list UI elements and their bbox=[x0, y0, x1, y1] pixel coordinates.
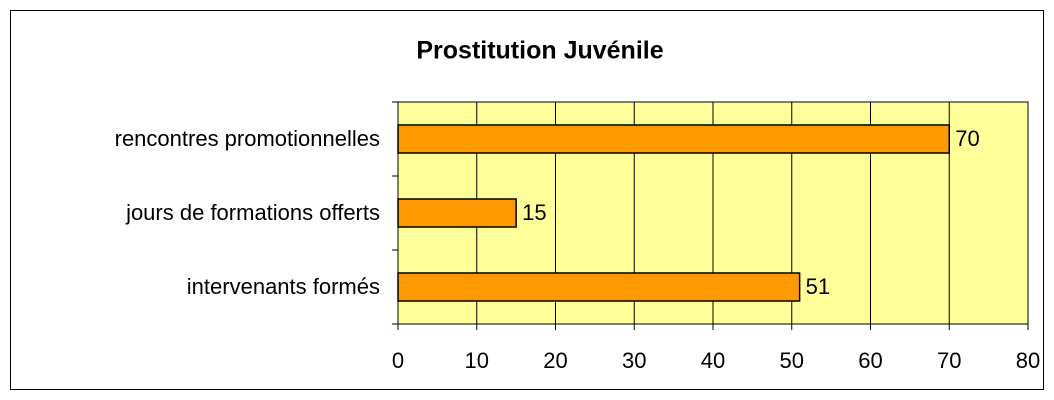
y-tick-label: intervenants formés bbox=[187, 274, 380, 299]
y-tick-label: rencontres promotionnelles bbox=[115, 126, 380, 151]
x-tick-label: 0 bbox=[392, 348, 404, 373]
chart-title: Prostitution Juvénile bbox=[416, 37, 663, 65]
bar bbox=[397, 198, 517, 228]
x-tick-label: 10 bbox=[465, 348, 489, 373]
x-tick-label: 50 bbox=[780, 348, 804, 373]
data-label: 15 bbox=[522, 200, 546, 225]
data-label: 51 bbox=[806, 274, 830, 299]
x-tick-label: 40 bbox=[701, 348, 725, 373]
x-tick-label: 60 bbox=[858, 348, 882, 373]
bar bbox=[397, 124, 950, 154]
data-label: 70 bbox=[955, 126, 979, 151]
x-tick-label: 30 bbox=[622, 348, 646, 373]
x-tick-label: 80 bbox=[1016, 348, 1040, 373]
y-tick-label: jours de formations offerts bbox=[125, 200, 380, 225]
x-tick-label: 20 bbox=[543, 348, 567, 373]
x-tick-label: 70 bbox=[937, 348, 961, 373]
bar bbox=[397, 272, 801, 302]
